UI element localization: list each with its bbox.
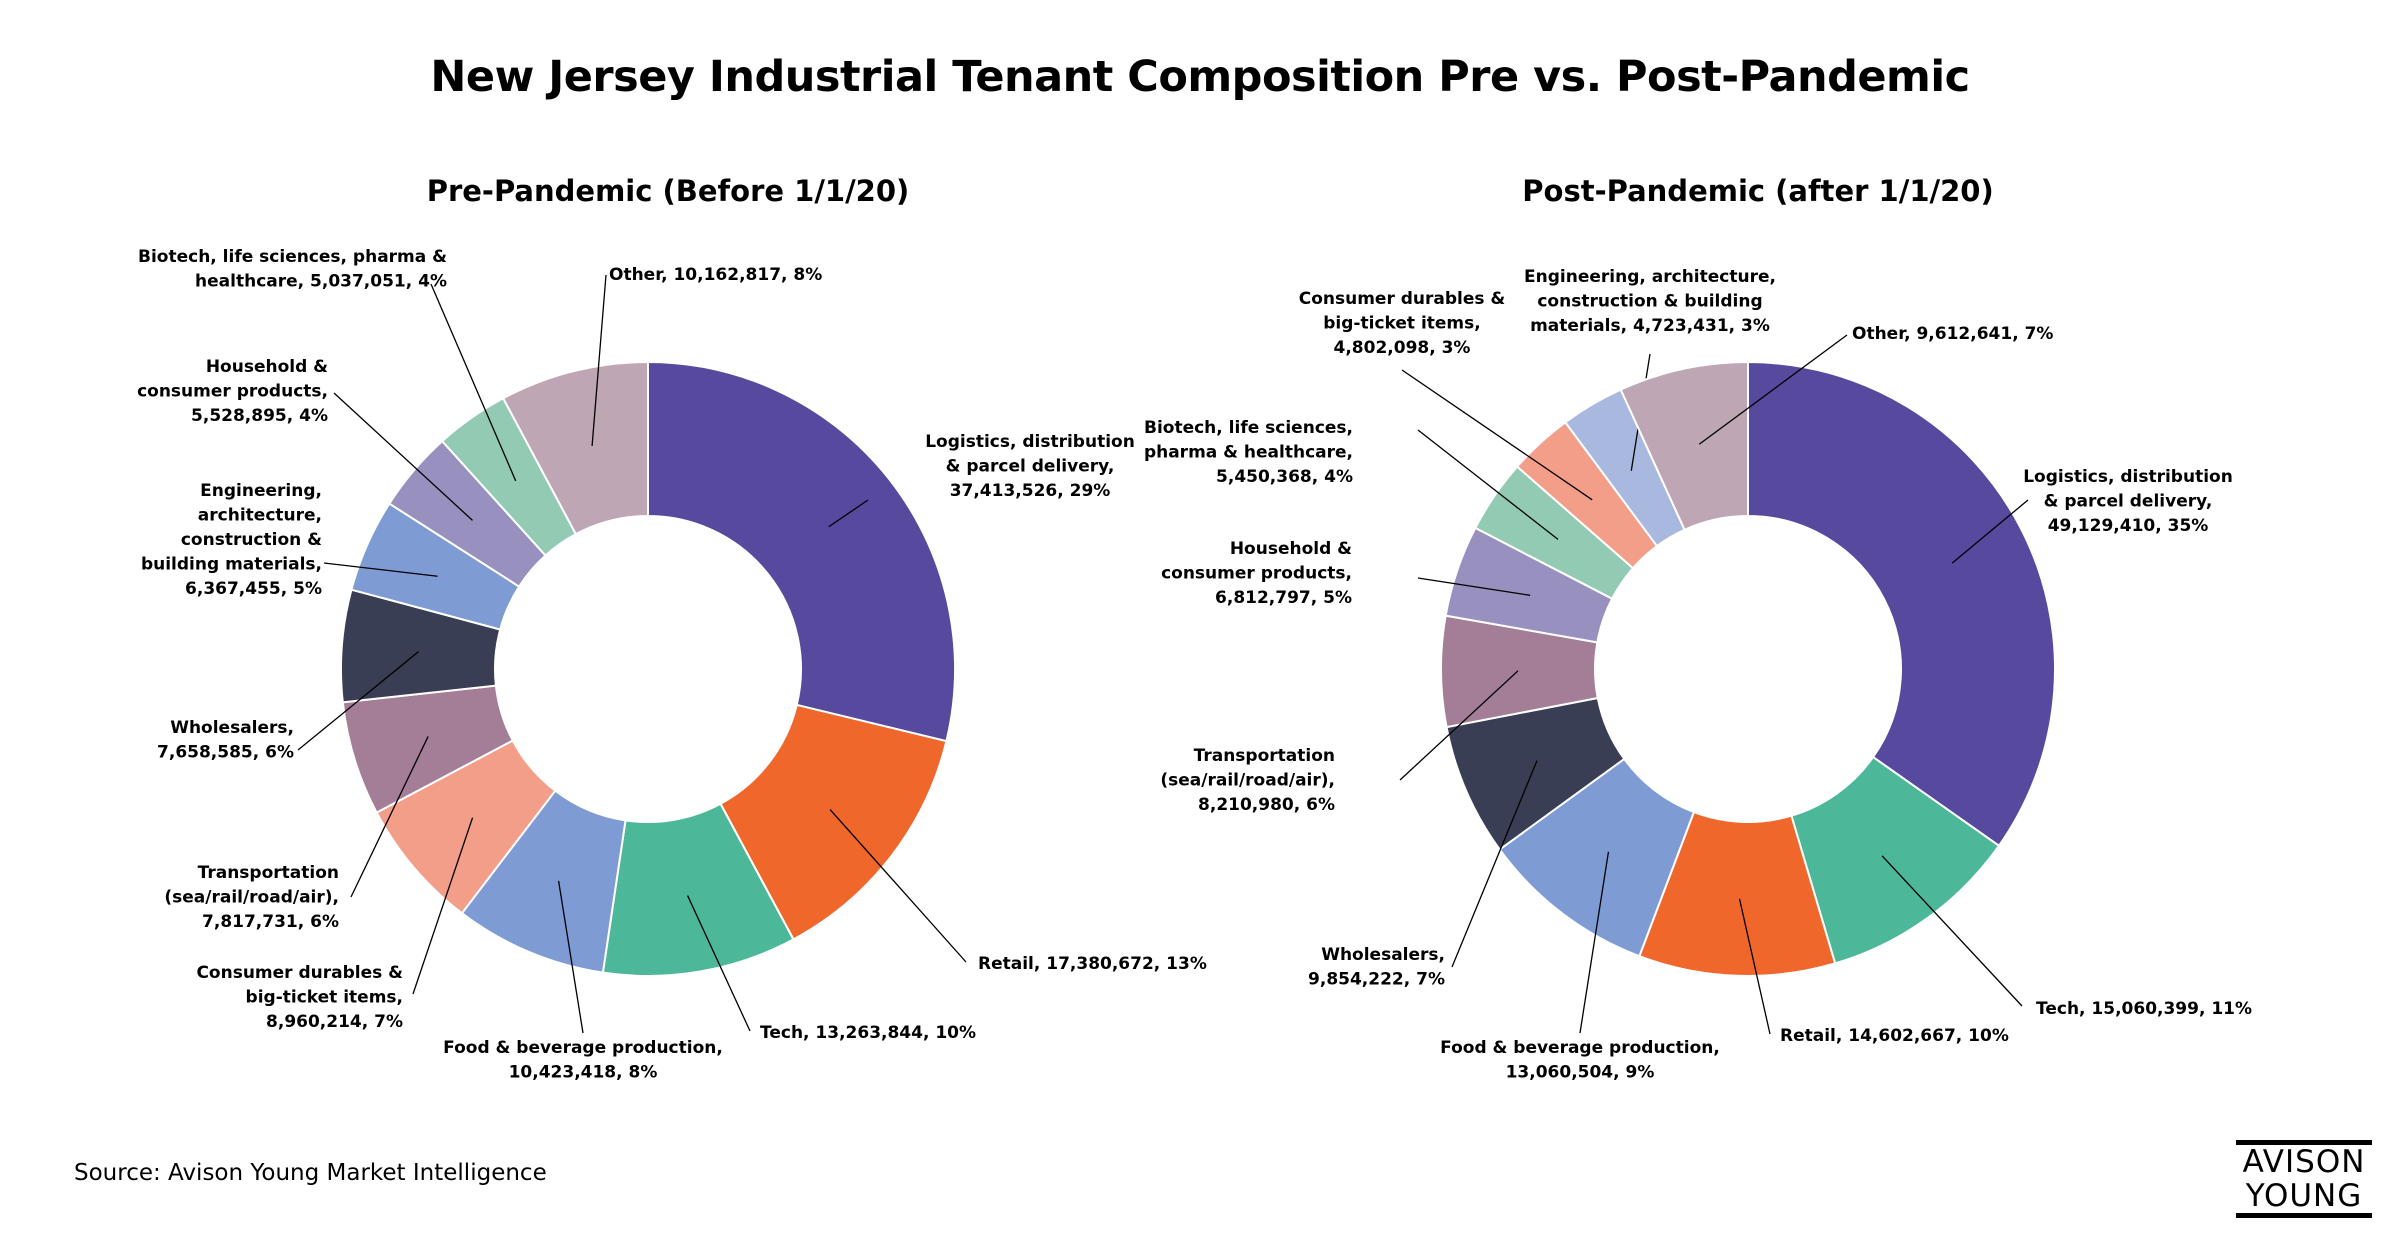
leader-line	[1738, 898, 1771, 1035]
logo-word-1: AVISON	[2242, 1144, 2366, 1180]
donut-chart-pre: Logistics, distribution & parcel delivery…	[137, 247, 1207, 1083]
donut-slice	[1747, 360, 2056, 848]
slice-label: Household & consumer products, 5,528,895, …	[137, 357, 328, 426]
slice-label: Transportation (sea/rail/road/air), 7,817,…	[164, 863, 339, 932]
slice-label: Other, 10,162,817, 8%	[609, 265, 822, 285]
leader-line	[1951, 499, 2029, 564]
leader-line	[297, 650, 420, 751]
chart-title-post: Post-Pandemic (after 1/1/20)	[1522, 174, 1994, 208]
slice-label: Biotech, life sciences, pharma & healthca…	[138, 247, 447, 292]
leader-line	[412, 817, 474, 995]
leader-line	[1417, 577, 1531, 596]
slice-label: Consumer durables & big-ticket items, 4,80…	[1299, 289, 1506, 358]
leader-line	[829, 809, 967, 963]
source-note: Source: Avison Young Market Intelligence	[74, 1160, 547, 1186]
leader-line	[1698, 334, 1848, 445]
slice-label: Retail, 14,602,667, 10%	[1780, 1026, 2009, 1046]
logo-bar-bottom	[2236, 1213, 2372, 1218]
leader-line	[333, 392, 473, 521]
slice-label: Logistics, distribution & parcel delivery…	[925, 432, 1135, 501]
leader-line	[323, 562, 438, 577]
avison-young-logo: AVISON YOUNG	[2236, 1140, 2372, 1218]
logo-word-2: YOUNG	[2245, 1178, 2363, 1214]
chart-title-pre: Pre-Pandemic (Before 1/1/20)	[426, 174, 910, 208]
donut-slice	[1619, 360, 1749, 532]
leader-line	[687, 895, 751, 1032]
donut-chart-post: Logistics, distribution & parcel delivery…	[1144, 267, 2252, 1083]
page-title: New Jersey Industrial Tenant Composition…	[430, 52, 1970, 102]
donut-slice	[1790, 755, 2001, 965]
donut-slice	[719, 703, 948, 941]
slice-label: Wholesalers, 9,854,222, 7%	[1308, 945, 1445, 990]
slice-label: Engineering, architecture, construction & b…	[141, 481, 322, 599]
leader-line	[1579, 851, 1610, 1034]
slice-label: Logistics, distribution & parcel delivery…	[2023, 467, 2233, 536]
leader-line	[1417, 429, 1559, 540]
leader-line	[1401, 369, 1593, 501]
slice-label: Transportation (sea/rail/road/air), 8,210,…	[1160, 746, 1335, 815]
leader-line	[350, 736, 429, 898]
slice-label: Wholesalers, 7,658,585, 6%	[157, 718, 294, 763]
slice-label: Consumer durables & big-ticket items, 8,96…	[196, 963, 403, 1032]
slice-label: Other, 9,612,641, 7%	[1852, 324, 2053, 344]
donut-slice	[647, 360, 956, 743]
leader-line	[430, 283, 517, 482]
logo-bar-top	[2236, 1140, 2372, 1145]
slice-label: Food & beverage production, 13,060,504, 9…	[1440, 1038, 1720, 1083]
slice-label: Tech, 15,060,399, 11%	[2036, 999, 2252, 1019]
leader-line	[1881, 855, 2023, 1007]
leader-line	[557, 880, 584, 1034]
slice-label: Tech, 13,263,844, 10%	[760, 1023, 976, 1043]
slice-label: Engineering, architecture, construction &…	[1524, 267, 1776, 336]
slice-label: Biotech, life sciences, pharma & healthca…	[1144, 418, 1353, 487]
leader-line	[1451, 760, 1538, 968]
slice-label: Food & beverage production, 10,423,418, 8…	[443, 1038, 723, 1083]
slice-label: Retail, 17,380,672, 13%	[978, 954, 1207, 974]
slice-label: Household & consumer products, 6,812,797, …	[1161, 539, 1352, 608]
donut-slice	[501, 360, 649, 536]
leader-line	[828, 499, 869, 528]
leader-line	[591, 274, 607, 446]
leader-line	[1399, 670, 1519, 781]
